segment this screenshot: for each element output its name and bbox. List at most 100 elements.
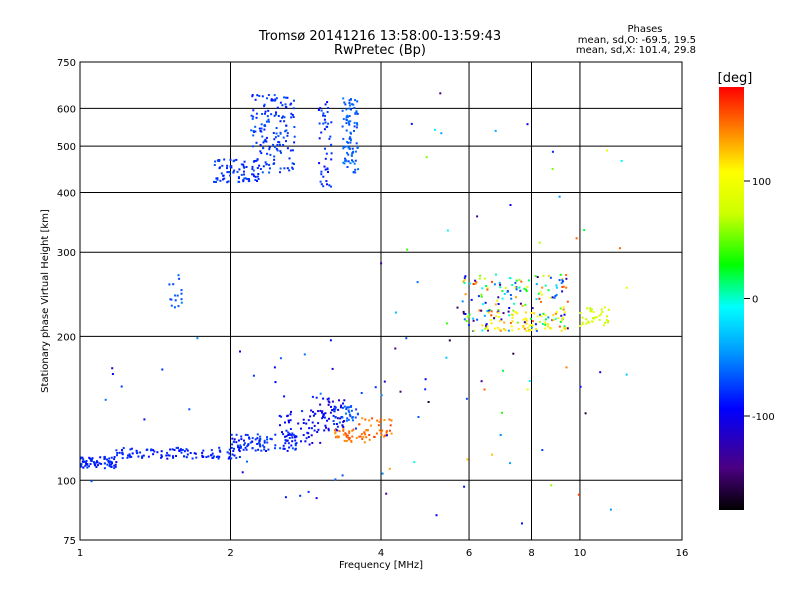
echo-point <box>554 317 557 320</box>
echo-point <box>258 127 261 130</box>
echo-point <box>487 329 489 332</box>
echo-point <box>232 160 235 163</box>
echo-point <box>110 466 113 468</box>
echo-point <box>563 311 566 314</box>
colorbar-ticks: 100 0 -100 <box>744 177 775 423</box>
echo-point <box>515 311 517 314</box>
echo-point <box>176 294 179 297</box>
y-tick-label: 200 <box>57 332 76 343</box>
echo-point <box>235 433 238 436</box>
echo-point <box>345 434 348 437</box>
echo-point <box>201 451 204 454</box>
echo-point <box>194 452 197 455</box>
echo-point <box>511 320 514 323</box>
echo-point <box>495 315 498 318</box>
echo-point <box>363 431 366 434</box>
echo-point <box>268 163 271 166</box>
echo-point <box>279 101 282 104</box>
echo-point <box>317 428 320 431</box>
echo-point <box>342 426 345 429</box>
echo-point <box>279 120 282 123</box>
echo-point <box>463 485 466 488</box>
echo-point <box>498 281 501 284</box>
echo-point <box>474 282 477 285</box>
echo-point <box>98 462 101 465</box>
echo-point <box>301 410 304 413</box>
echo-point <box>232 171 235 174</box>
echo-point <box>247 180 250 183</box>
echo-point <box>350 139 352 142</box>
echo-point <box>113 456 116 458</box>
echo-point <box>365 436 368 439</box>
echo-point <box>551 150 554 153</box>
echo-point <box>263 446 266 448</box>
echo-point <box>462 312 465 315</box>
echo-point <box>238 447 241 449</box>
echo-point <box>248 178 250 180</box>
echo-point <box>468 313 471 316</box>
echo-point <box>243 177 246 180</box>
echo-point <box>565 366 568 369</box>
echo-point <box>254 130 257 133</box>
echo-point <box>180 451 183 454</box>
echo-point <box>606 315 608 318</box>
plot-frame <box>79 61 683 541</box>
echo-point <box>326 419 329 422</box>
echo-point <box>156 451 159 454</box>
echo-point <box>470 298 473 301</box>
echo-point <box>509 322 512 324</box>
echo-point <box>287 431 290 434</box>
echo-point <box>291 114 294 116</box>
echo-point <box>595 316 598 319</box>
echo-point <box>594 316 597 319</box>
echo-point <box>291 162 294 165</box>
echo-point <box>260 127 263 130</box>
echo-point <box>345 408 348 410</box>
echo-point <box>323 118 326 121</box>
echo-point <box>328 184 331 187</box>
echo-point <box>491 280 493 283</box>
x-tick-label: 10 <box>574 548 587 559</box>
echo-point <box>121 457 124 460</box>
echo-point <box>523 287 526 290</box>
echo-point <box>213 180 216 183</box>
echo-point <box>511 316 514 319</box>
echo-point <box>167 454 170 457</box>
echo-point <box>349 405 352 408</box>
echo-point <box>516 321 519 324</box>
echo-point <box>265 450 267 452</box>
echo-point <box>174 294 177 297</box>
echo-point <box>263 128 266 131</box>
echo-point <box>465 320 468 322</box>
echo-point <box>348 432 351 435</box>
echo-point <box>305 437 308 440</box>
echo-point <box>165 454 168 457</box>
echo-point <box>427 401 430 403</box>
echo-point <box>160 454 163 457</box>
echo-point <box>233 447 235 450</box>
echo-point <box>544 321 547 324</box>
echo-point <box>80 465 82 468</box>
echo-point <box>289 428 292 430</box>
echo-point <box>185 456 188 459</box>
echo-point <box>539 313 541 316</box>
echo-point <box>286 439 289 442</box>
echo-point <box>262 147 265 150</box>
echo-point <box>600 308 603 311</box>
echo-point <box>625 373 628 376</box>
echo-point <box>481 287 484 290</box>
echo-point <box>285 435 288 438</box>
echo-point <box>336 425 339 428</box>
echo-point <box>351 147 354 150</box>
echo-point <box>584 412 587 415</box>
echo-point <box>579 312 582 314</box>
echo-point <box>264 161 267 164</box>
echo-point <box>228 456 231 459</box>
echo-point <box>503 321 506 324</box>
echo-point <box>485 324 487 327</box>
y-tick-label: 300 <box>57 248 76 259</box>
echo-point <box>202 449 205 452</box>
echo-point <box>111 367 114 370</box>
echo-point <box>103 467 106 470</box>
echo-point <box>324 121 327 124</box>
